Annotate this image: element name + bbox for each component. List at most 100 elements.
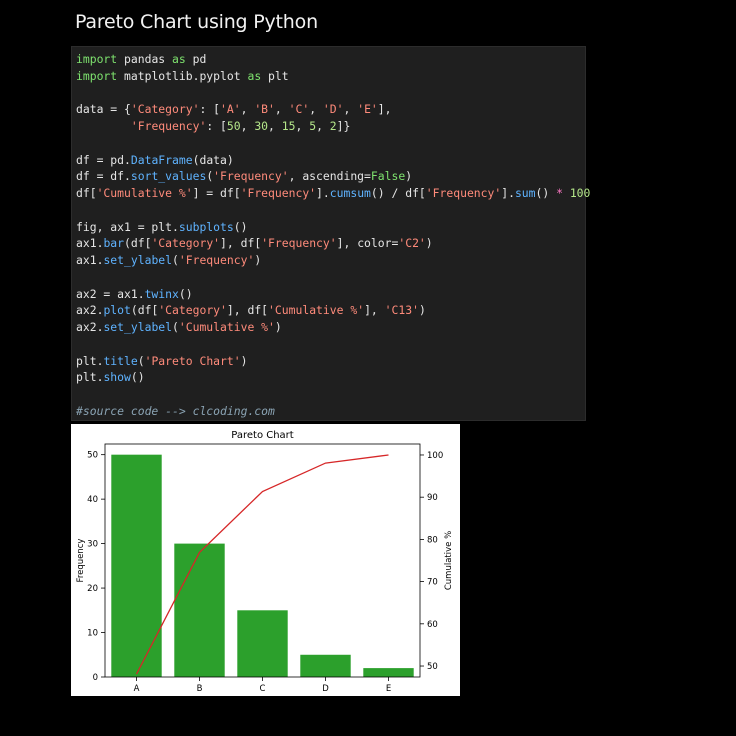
code-token: import bbox=[76, 52, 118, 66]
code-token: fig, ax1 = plt. bbox=[76, 219, 179, 234]
code-token: , bbox=[316, 119, 330, 133]
code-token: sum bbox=[514, 186, 536, 200]
left-tick-label: 50 bbox=[87, 451, 98, 461]
code-line: data = {'Category': ['A', 'B', 'C', 'D',… bbox=[76, 101, 590, 118]
code-token: 'Frequency' bbox=[178, 253, 255, 267]
code-token: ], df[ bbox=[226, 303, 269, 318]
code-token: , bbox=[274, 102, 289, 117]
code-line: plt.title('Pareto Chart') bbox=[76, 353, 590, 370]
x-tick-label: C bbox=[260, 684, 266, 694]
code-token: : [ bbox=[206, 119, 227, 133]
y-axis-label: Frequency bbox=[76, 539, 86, 583]
code-token: ax2 = ax1. bbox=[76, 286, 145, 301]
code-token: (data) bbox=[192, 152, 234, 167]
code-token: set_ylabel bbox=[103, 253, 173, 267]
code-token: 'C' bbox=[288, 102, 310, 117]
right-tick-label: 80 bbox=[427, 535, 438, 545]
code-token bbox=[563, 186, 570, 200]
code-token: 'Category' bbox=[158, 303, 227, 318]
bar bbox=[174, 543, 225, 677]
code-token: ) bbox=[418, 303, 426, 318]
code-line: #source code --> clcoding.com bbox=[76, 403, 590, 420]
page-title: Pareto Chart using Python bbox=[75, 11, 318, 33]
left-tick-label: 40 bbox=[87, 495, 98, 505]
code-line: fig, ax1 = plt.subplots() bbox=[76, 219, 590, 236]
bar bbox=[363, 668, 414, 677]
code-token: ]. bbox=[501, 186, 515, 200]
x-tick-label: E bbox=[386, 684, 391, 694]
bar bbox=[300, 654, 351, 677]
code-token: , ascending= bbox=[288, 169, 371, 184]
code-token: 'A' bbox=[220, 102, 241, 117]
code-line: 'Frequency': [50, 30, 15, 5, 2]} bbox=[76, 118, 590, 135]
code-token: cumsum bbox=[329, 186, 371, 200]
code-token: 'Frequency' bbox=[130, 119, 207, 133]
code-token: 'Category' bbox=[151, 236, 221, 251]
code-token: ax2. bbox=[76, 303, 104, 318]
left-tick-label: 10 bbox=[87, 629, 98, 639]
code-line: ax2.set_ylabel('Cumulative %') bbox=[76, 319, 590, 336]
right-tick-label: 60 bbox=[427, 620, 438, 630]
code-token: 'Cumulative %' bbox=[96, 186, 193, 200]
code-line: ax2 = ax1.twinx() bbox=[76, 286, 590, 303]
right-tick-label: 90 bbox=[427, 493, 438, 503]
x-tick-label: B bbox=[197, 684, 203, 694]
code-token: ]. bbox=[316, 186, 330, 200]
code-token: as bbox=[247, 68, 262, 83]
code-token: 'Frequency' bbox=[213, 169, 289, 184]
code-line: plt.show() bbox=[76, 369, 590, 386]
code-panel: import pandas as pd import matplotlib.pyp… bbox=[71, 46, 590, 421]
code-token: df = pd. bbox=[76, 152, 131, 167]
code-line: ax2.plot(df['Category'], df['Cumulative … bbox=[76, 302, 590, 319]
code-token: ) bbox=[405, 169, 413, 184]
code-token: , bbox=[240, 119, 255, 133]
code-token: 15 bbox=[281, 119, 296, 133]
code-token: subplots bbox=[178, 219, 234, 234]
code-token: , bbox=[240, 102, 255, 117]
code-token: () / df[ bbox=[370, 186, 426, 200]
code-token: plt bbox=[261, 68, 289, 83]
code-token: 'C2' bbox=[398, 236, 426, 251]
code-token: ] = df[ bbox=[192, 186, 241, 200]
right-tick-label: 100 bbox=[427, 451, 443, 461]
code-line: df = df.sort_values('Frequency', ascendi… bbox=[76, 168, 590, 185]
pareto-chart: 0 10 20 30 40 50 50 60 70 80 90 100 A B C D E Pareto Char… bbox=[76, 430, 454, 694]
code-token: 'E' bbox=[357, 102, 378, 117]
code-token: ) bbox=[274, 320, 282, 334]
code-line: df['Cumulative %'] = df['Frequency'].cum… bbox=[76, 185, 590, 202]
code-line: ax1.bar(df['Category'], df['Frequency'],… bbox=[76, 235, 590, 252]
code-token: ], bbox=[377, 102, 392, 117]
code-token: 100 bbox=[569, 186, 591, 200]
x-tick-label: A bbox=[134, 684, 140, 694]
code-token: set_ylabel bbox=[103, 320, 173, 334]
code-token: ( bbox=[172, 320, 179, 334]
code-token: () bbox=[233, 219, 248, 234]
code-line bbox=[76, 336, 590, 353]
code-token: 5 bbox=[309, 119, 317, 133]
code-token: * bbox=[556, 186, 563, 200]
code-token: plt. bbox=[76, 353, 104, 368]
code-token: bar bbox=[103, 236, 125, 251]
code-token: ], df[ bbox=[220, 236, 262, 251]
code-token: , bbox=[295, 119, 310, 133]
left-tick-label: 20 bbox=[87, 584, 98, 594]
code-token: 30 bbox=[254, 119, 269, 133]
code-token: ax1. bbox=[76, 253, 104, 267]
code-token: , bbox=[309, 102, 323, 117]
code-token: twinx bbox=[144, 286, 179, 301]
code-token: () bbox=[178, 286, 193, 301]
code-token: plot bbox=[103, 303, 131, 318]
code-token: 'D' bbox=[322, 102, 344, 117]
code-token: () bbox=[130, 370, 145, 385]
chart-title: Pareto Chart bbox=[231, 430, 294, 441]
code-token: ax1. bbox=[76, 236, 104, 251]
code-line bbox=[76, 269, 590, 286]
code-token: ( bbox=[172, 253, 179, 267]
cumulative-line bbox=[135, 454, 389, 675]
code-token: title bbox=[103, 353, 138, 368]
code-line bbox=[76, 85, 590, 102]
bar bbox=[111, 454, 162, 677]
code-line: df = pd.DataFrame(data) bbox=[76, 152, 590, 169]
right-axis-label: Cumulative % bbox=[444, 531, 454, 590]
code-token: 'Category' bbox=[130, 102, 200, 117]
